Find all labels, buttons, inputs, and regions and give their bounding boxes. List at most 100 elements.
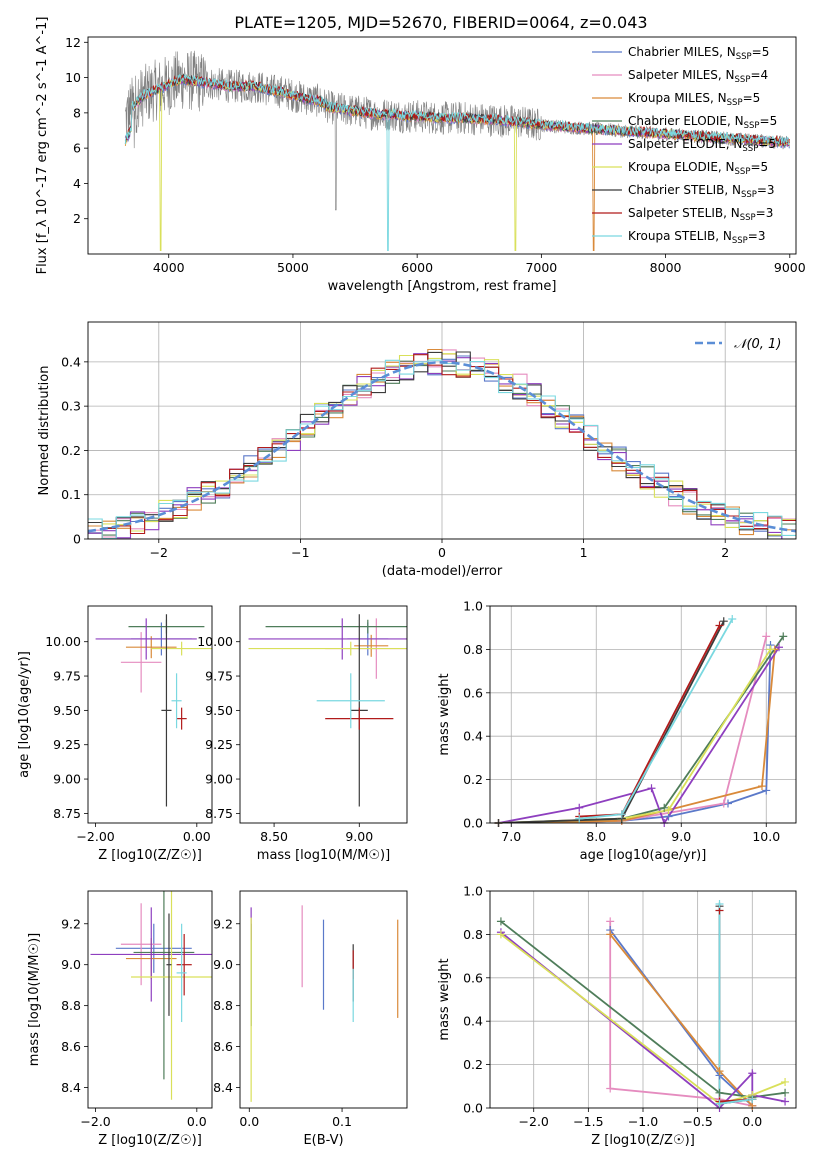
y-tick-label: 9.2: [61, 916, 81, 931]
x-axis-label: mass [log10(M/M☉)]: [257, 848, 390, 863]
weight-line-chabrier-miles: [609, 929, 753, 1107]
weight-marker: [606, 930, 615, 939]
weight-line-chabrier-stelib: [498, 620, 725, 823]
axes-frame: [87, 36, 797, 255]
weight-line-salpeter-elodie: [498, 646, 780, 823]
x-tick-label: 9000: [774, 260, 806, 275]
y-tick-label: 8.4: [213, 1080, 233, 1095]
legend-label: Salpeter MILES, NSSP=4: [628, 68, 768, 85]
legend-value: =5: [750, 160, 768, 174]
x-tick-label: 5000: [277, 260, 309, 275]
y-tick-label: 4: [73, 176, 81, 191]
legend-label: Chabrier MILES, NSSP=5: [628, 45, 769, 62]
residuals-legend: 𝒩(0, 1): [695, 337, 781, 352]
weight-marker: [779, 632, 788, 641]
plot-area-Z-age: [95, 614, 212, 807]
spectrum-legend: Chabrier MILES, NSSP=5 Salpeter MILES, NS…: [592, 45, 777, 246]
legend-label: Kroupa ELODIE, NSSP=5: [628, 160, 768, 177]
legend-subscript: SSP: [735, 75, 751, 85]
y-tick-label: 9.25: [205, 737, 233, 752]
y-tick-label: 1.0: [463, 884, 483, 899]
weight-marker: [758, 782, 766, 791]
histogram-salpeter-stelib: [88, 354, 796, 539]
axes-frame: [87, 605, 213, 824]
y-tick-label: 0.3: [61, 399, 81, 414]
weight-line-chabrier-stelib: [718, 906, 753, 1105]
y-tick-label: 8.75: [205, 806, 233, 821]
x-tick-label: −2: [150, 545, 168, 560]
x-axis-label: (data-model)/error: [382, 564, 503, 579]
y-tick-label: 8.8: [61, 998, 81, 1013]
y-tick-label: 8.6: [213, 1039, 233, 1054]
ticks-Z-mass: −2.0 0.0 8.4 8.6 8.8 9.0 9.2: [61, 916, 207, 1129]
x-tick-label: 0.0: [742, 1114, 762, 1129]
y-tick-label: 12: [65, 35, 81, 50]
y-tick-label: 1.0: [463, 599, 483, 614]
weight-line-kroupa-elodie: [500, 933, 786, 1105]
legend-subscript: SSP: [740, 213, 756, 223]
legend-label: 𝒩(0, 1): [734, 337, 781, 352]
weight-line-chabrier-elodie: [500, 920, 786, 1099]
x-tick-label: 8.50: [260, 829, 288, 844]
x-tick-label: 0.0: [187, 1114, 207, 1129]
weight-line-chabrier-miles: [498, 645, 772, 823]
axes-residuals: −2 −1 0 1 2 0 0.1 0.2 0.3 0.4 (data-model)/error No…: [37, 321, 797, 579]
legend-value: =5: [760, 114, 778, 128]
weight-line-kroupa-stelib: [718, 904, 753, 1105]
legend-label: Salpeter ELODIE, NSSP=5: [628, 137, 776, 154]
x-axis-label: E(B-V): [303, 1133, 343, 1148]
y-tick-label: 9.75: [205, 669, 233, 684]
axes-frame: [87, 321, 797, 540]
y-tick-label: 9.75: [53, 669, 81, 684]
legend-value: =3: [756, 206, 774, 220]
weight-line-salpeter-miles: [609, 921, 753, 1107]
y-tick-label: 0.6: [463, 970, 483, 985]
weight-marker: [496, 917, 505, 926]
x-tick-label: 0.00: [183, 829, 211, 844]
x-tick-label: −2.0: [519, 1114, 549, 1129]
figure-title: PLATE=1205, MJD=52670, FIBERID=0064, z=0…: [234, 13, 647, 32]
axes-Z-weight: −2.0 −1.5 −1.0 −0.5 0.0 0.0 0.2 0.4 0.6 0.8 1.0 Z […: [437, 884, 797, 1148]
weight-marker: [781, 1097, 790, 1106]
x-tick-label: 8000: [650, 260, 682, 275]
x-axis-label: Z [log10(Z/Z☉)]: [98, 1133, 202, 1148]
x-tick-label: 0.0: [239, 1114, 259, 1129]
x-tick-label: −1: [291, 545, 309, 560]
axes-ebv-mass: 0.0 0.1 8.4 8.6 8.8 9.0 9.2 E(B-V): [213, 890, 408, 1148]
plot-area-ebv-mass: [250, 905, 399, 1102]
x-tick-label: 8.0: [586, 829, 606, 844]
axes-frame: [87, 890, 213, 1109]
weight-marker: [715, 621, 724, 630]
y-tick-label: 8.8: [213, 998, 233, 1013]
weight-marker: [715, 1099, 724, 1108]
plot-area-age-weight: [490, 606, 796, 823]
weight-marker: [719, 617, 728, 626]
weight-marker: [748, 1069, 757, 1078]
x-axis-label: age [log10(age/yr)]: [580, 848, 707, 863]
y-tick-label: 8.6: [61, 1039, 81, 1054]
axes-frame: [239, 605, 408, 824]
y-tick-label: 0.6: [463, 685, 483, 700]
legend-subscript: SSP: [735, 167, 751, 177]
y-tick-label: 0.8: [463, 642, 483, 657]
ticks-Z-weight: −2.0 −1.5 −1.0 −0.5 0.0 0.0 0.2 0.4 0.6 0.8 1.0: [463, 884, 762, 1130]
y-tick-label: 0.8: [463, 927, 483, 942]
gaussian-curve: [88, 360, 796, 533]
axes-mass-age: 8.50 9.00 8.75 9.00 9.25 9.50 9.75 10.00 mass [l…: [197, 605, 408, 863]
weight-marker: [664, 805, 673, 814]
weight-marker: [775, 643, 783, 652]
ticks-age-weight: 7.0 8.0 9.0 10.0 0.0 0.2 0.4 0.6 0.8 1.0: [463, 599, 780, 845]
x-tick-label: 0: [438, 545, 446, 560]
axes-Z-mass: −2.0 0.0 8.4 8.6 8.8 9.0 9.2 Z [log10(Z/Z☉)] mas…: [27, 890, 213, 1148]
legend-value: =5: [752, 45, 770, 59]
y-axis-label: mass weight: [437, 673, 452, 755]
y-axis-label: age [log10(age/yr)]: [17, 651, 32, 778]
y-tick-label: 9.2: [213, 916, 233, 931]
legend-label: Chabrier STELIB, NSSP=3: [628, 183, 775, 200]
legend-subscript: SSP: [732, 236, 748, 246]
legend-subscript: SSP: [727, 98, 743, 108]
legend-label: Salpeter STELIB, NSSP=3: [628, 206, 773, 223]
ticks-spectrum: 4000 5000 6000 7000 8000 9000 2 4 6 8 10 12: [65, 35, 806, 275]
plot-area-residuals: [88, 322, 796, 539]
y-tick-label: 9.00: [205, 772, 233, 787]
